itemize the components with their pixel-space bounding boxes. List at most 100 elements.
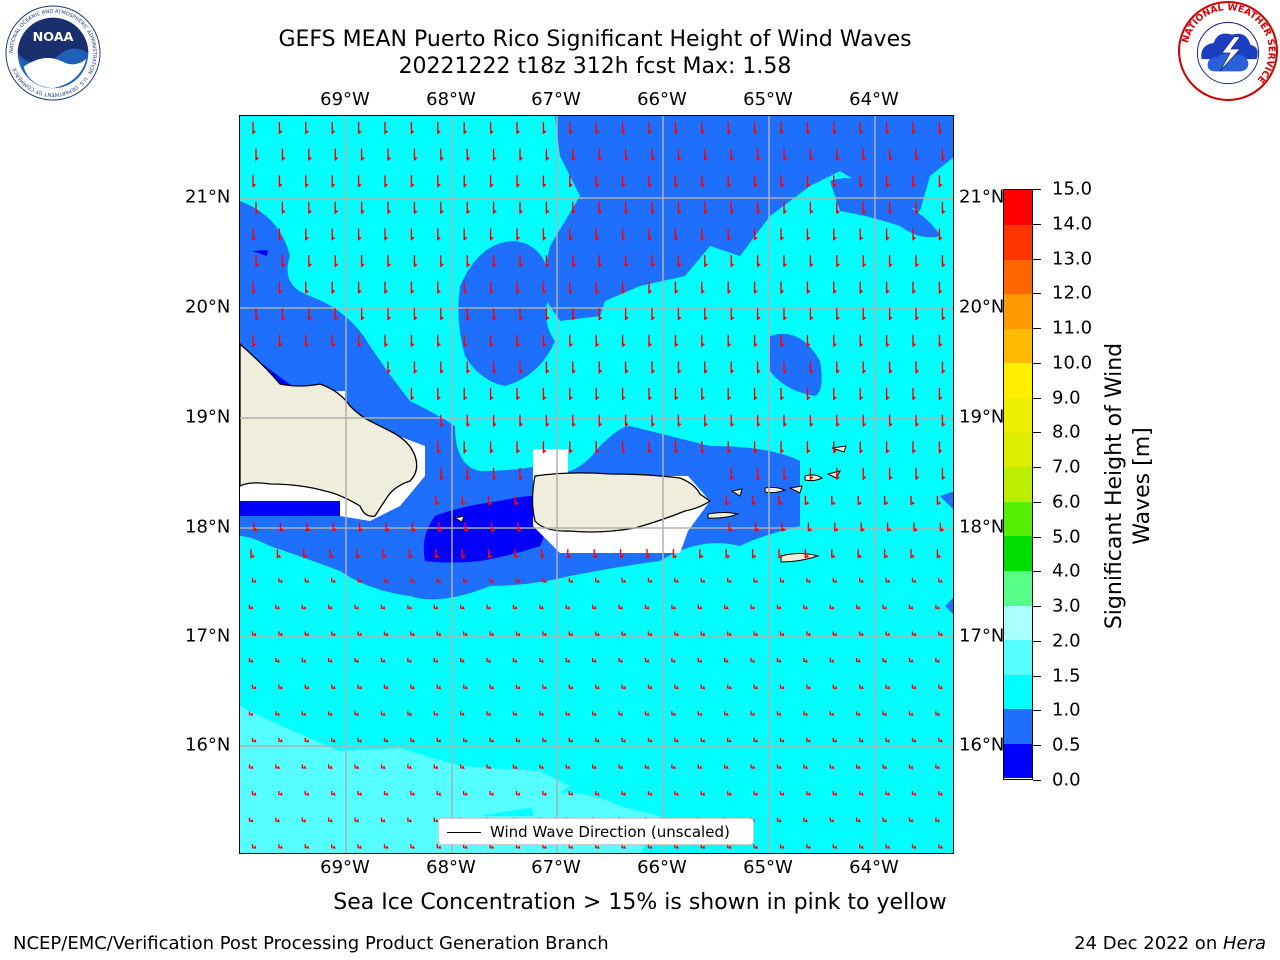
wind-wave-arrowhead — [884, 554, 889, 559]
wind-wave-arrowhead — [779, 554, 783, 559]
wind-wave-arrowhead — [407, 606, 412, 610]
wind-wave-arrowhead — [728, 449, 732, 454]
wind-wave-arrowhead — [856, 606, 861, 610]
wind-wave-arrowhead — [833, 579, 838, 583]
wind-wave-arrowhead — [671, 712, 676, 716]
wind-wave-arrowhead — [515, 501, 519, 505]
wind-wave-arrowhead — [912, 685, 917, 690]
wind-wave-arrowhead — [619, 765, 624, 770]
wind-wave-arrowhead — [440, 369, 444, 374]
wind-wave-arrowhead — [305, 342, 309, 347]
wind-wave-arrowhead — [513, 606, 518, 610]
wind-wave-arrowhead — [520, 209, 524, 214]
wind-wave-arrowhead — [886, 792, 891, 796]
wind-wave-arrowhead — [282, 209, 286, 214]
wind-wave-arrowhead — [757, 263, 761, 267]
wind-wave-arrowhead — [780, 739, 785, 743]
wind-wave-arrowhead — [249, 765, 254, 770]
wind-wave-arrowhead — [704, 263, 708, 267]
wind-wave-arrowhead — [490, 685, 495, 690]
wind-wave-arrowhead — [440, 263, 444, 267]
wind-wave-arrowhead — [411, 183, 415, 188]
wind-wave-arrowhead — [724, 606, 729, 610]
wind-wave-arrowhead — [488, 501, 493, 505]
wind-wave-arrowhead — [780, 685, 785, 690]
wind-wave-arrowhead — [622, 845, 627, 849]
wind-wave-arrowhead — [674, 685, 679, 690]
wind-wave-arrowhead — [754, 342, 758, 347]
wind-wave-arrowhead — [569, 130, 573, 134]
wind-wave-arrowhead — [517, 396, 521, 400]
lon-label-top-67w: 67°W — [531, 89, 581, 110]
wind-wave-arrowhead — [384, 579, 389, 583]
wind-wave-arrowhead — [517, 289, 521, 294]
wind-wave-arrowhead — [566, 606, 571, 610]
wind-wave-arrowhead — [411, 130, 415, 134]
wind-wave-arrowhead — [886, 236, 890, 241]
wind-wave-arrowhead — [520, 475, 524, 480]
wind-wave-arrowhead — [463, 792, 468, 796]
wind-wave-arrowhead — [302, 659, 307, 663]
wind-wave-arrowhead — [678, 263, 682, 267]
wind-wave-arrowhead — [569, 289, 573, 294]
wind-wave-arrowhead — [282, 156, 286, 161]
wind-wave-arrowhead — [674, 739, 679, 743]
contour-0p5-1-ne-patch — [830, 178, 940, 238]
wind-wave-arrowhead — [275, 818, 280, 823]
wind-wave-arrows — [248, 122, 946, 849]
wind-wave-arrowhead — [275, 606, 280, 610]
wind-wave-arrowhead — [566, 765, 571, 770]
wind-wave-arrowhead — [912, 845, 917, 849]
wind-wave-arrowhead — [698, 712, 703, 716]
wind-wave-arrowhead — [856, 818, 861, 823]
contour-0p5-1-east-edge2 — [945, 598, 953, 614]
wind-wave-arrowhead — [729, 527, 734, 532]
wind-wave-arrowhead — [619, 606, 624, 610]
colorbar-tick — [1033, 501, 1041, 503]
colorbar-tick — [1033, 328, 1041, 330]
colorbar-title-line1: Significant Height of Wind — [1102, 342, 1127, 630]
footer-date: 24 Dec 2022 on Hera — [1074, 933, 1266, 954]
wind-wave-arrowhead — [440, 475, 444, 480]
wind-wave-arrowhead — [886, 183, 890, 188]
colorbar-tick-label: 1.5 — [1052, 665, 1081, 687]
wind-wave-arrowhead — [440, 316, 444, 321]
wind-wave-arrowhead — [860, 449, 864, 454]
wind-wave-arrowhead — [252, 739, 257, 743]
wind-wave-arrowhead — [912, 579, 917, 583]
wind-wave-arrowhead — [939, 183, 943, 188]
wind-wave-arrowhead — [754, 396, 758, 400]
wind-wave-arrowhead — [939, 342, 943, 347]
wind-wave-arrowhead — [592, 659, 597, 663]
wind-wave-arrowhead — [437, 289, 441, 294]
wind-wave-arrowhead — [834, 527, 839, 532]
wind-wave-arrowhead — [463, 845, 468, 849]
wind-wave-arrowhead — [566, 712, 571, 716]
wind-wave-arrowhead — [830, 818, 835, 823]
island-st-john — [788, 485, 803, 494]
wind-wave-arrowhead — [833, 342, 837, 347]
wind-wave-arrowhead — [437, 236, 441, 241]
sea-ice-caption: Sea Ice Concentration > 15% is shown in … — [333, 890, 947, 915]
wind-wave-arrowhead — [671, 606, 676, 610]
wind-wave-arrowhead — [859, 792, 864, 796]
wind-wave-arrowhead — [385, 236, 389, 241]
wind-wave-arrowhead — [757, 316, 761, 321]
wind-wave-arrowhead — [674, 632, 679, 637]
wind-wave-arrowhead — [543, 342, 547, 347]
wind-wave-arrowhead — [863, 475, 867, 480]
wind-wave-arrowhead — [490, 342, 494, 347]
wind-wave-arrowhead — [859, 739, 864, 743]
wind-wave-arrowhead — [252, 632, 257, 637]
wind-wave-arrowhead — [569, 845, 574, 849]
wind-wave-arrowhead — [414, 156, 418, 161]
wind-wave-arrowhead — [516, 739, 521, 743]
colorbar-tick — [1033, 223, 1041, 225]
wind-wave-arrowhead — [863, 209, 867, 214]
wind-wave-arrowhead — [836, 156, 840, 161]
wind-wave-arrowhead — [358, 289, 362, 294]
wind-wave-arrowhead — [648, 845, 653, 849]
wind-wave-arrowhead — [780, 845, 785, 849]
wind-wave-arrowhead — [539, 765, 544, 770]
wind-wave-arrowhead — [698, 659, 703, 663]
